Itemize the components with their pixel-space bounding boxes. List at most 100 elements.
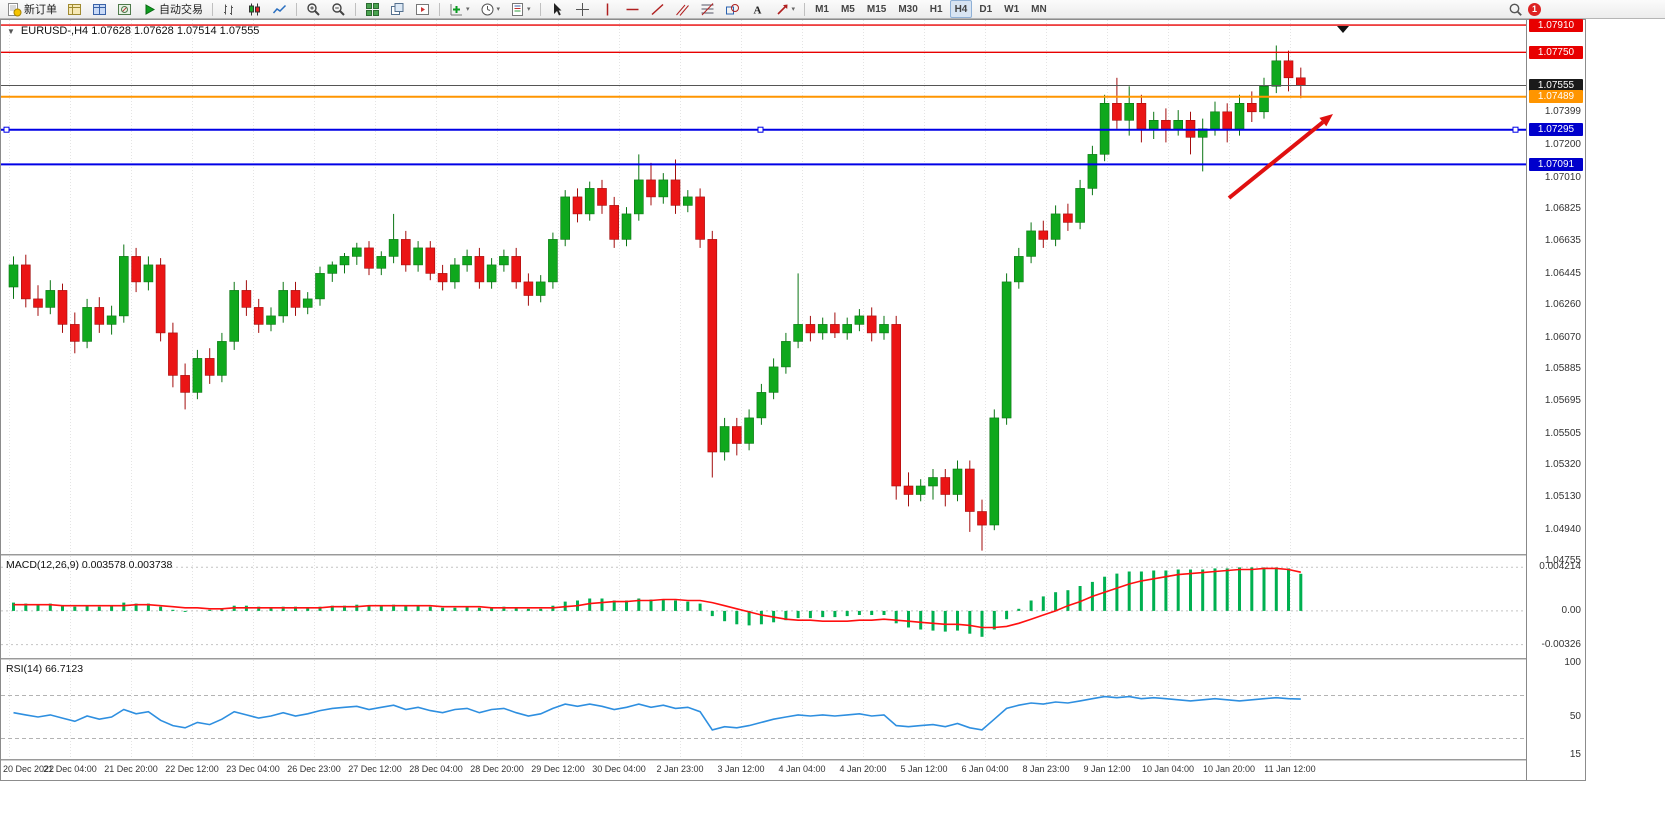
- data-window-icon: [92, 2, 107, 17]
- price-scale-label: 1.06635: [1544, 235, 1581, 247]
- timeframe-d1-button[interactable]: D1: [974, 0, 997, 18]
- price-scale-label: 1.05505: [1544, 427, 1581, 439]
- trend-arrow-annotation[interactable]: [1227, 114, 1333, 200]
- timeframe-d1-button-label: D1: [979, 3, 993, 15]
- search-icon[interactable]: [1508, 2, 1523, 17]
- price-scale-label: 1.07200: [1544, 139, 1581, 151]
- price-scale-label: 1.05885: [1544, 362, 1581, 374]
- shapes-button[interactable]: [721, 0, 744, 18]
- x-axis-label: 10 Jan 20:00: [1202, 764, 1256, 774]
- timeframe-w1-button[interactable]: W1: [999, 0, 1024, 18]
- fibonacci-button[interactable]: [696, 0, 719, 18]
- price-scale-label: 1.05130: [1544, 491, 1581, 503]
- dropdown-caret-icon: ▾: [496, 6, 501, 13]
- timeframe-mn-button[interactable]: MN: [1026, 0, 1052, 18]
- zoom-in-button[interactable]: [302, 0, 325, 18]
- x-axis-label: 26 Dec 23:00: [287, 764, 341, 774]
- x-axis-label: 2 Jan 23:00: [656, 764, 704, 774]
- templates-icon: [510, 2, 525, 17]
- arrows-button[interactable]: ▾: [771, 0, 800, 18]
- rsi-scale-label: 100: [1564, 657, 1581, 669]
- indicators-button[interactable]: ▾: [445, 0, 474, 18]
- periods-icon: [480, 2, 495, 17]
- selection-handle[interactable]: [1512, 126, 1519, 133]
- chart-title-text: EURUSD-,H4 1.07628 1.07628 1.07514 1.075…: [20, 25, 260, 37]
- panel-separator[interactable]: [1, 554, 1585, 556]
- bar-chart-button[interactable]: [218, 0, 241, 18]
- zoom-in-icon: [306, 2, 321, 17]
- rsi-scale-label: 50: [1569, 711, 1581, 723]
- selection-handle[interactable]: [3, 126, 10, 133]
- x-axis-label: 20 Dec 2022: [3, 764, 55, 774]
- autotrading-button[interactable]: 自动交易: [138, 0, 207, 18]
- rsi-scale-label: 15: [1569, 748, 1581, 760]
- toolbar-separator: [296, 2, 297, 16]
- data-window-button[interactable]: [88, 0, 111, 18]
- x-axis-label: 4 Jan 04:00: [778, 764, 826, 774]
- price-scale-label: 1.07750: [1529, 45, 1583, 59]
- tile-windows-icon: [365, 2, 380, 17]
- macd-scale-label: 0.00: [1561, 604, 1581, 616]
- autotrading-icon: [142, 2, 157, 17]
- timeframe-h1-button[interactable]: H1: [925, 0, 948, 18]
- horizontal-line-button[interactable]: [621, 0, 644, 18]
- timeframe-h4-button[interactable]: H4: [949, 0, 973, 18]
- timeframe-m1-button-label: M1: [815, 3, 829, 15]
- crosshair-button[interactable]: [571, 0, 594, 18]
- time-marker-icon[interactable]: [1337, 26, 1349, 33]
- cascade-windows-button[interactable]: [386, 0, 409, 18]
- chart-window: ▼ EURUSD-,H4 1.07628 1.07628 1.07514 1.0…: [0, 18, 1586, 781]
- x-axis-label: 3 Jan 12:00: [717, 764, 765, 774]
- zoom-out-button[interactable]: [327, 0, 350, 18]
- price-scale-label: 1.07010: [1544, 171, 1581, 183]
- candlestick-chart-button[interactable]: [243, 0, 266, 18]
- svg-text:A: A: [753, 4, 761, 16]
- toolbar-separator: [439, 2, 440, 16]
- price-scale[interactable]: 1.07910 1.07750 1.07555 1.07489 1.07399 1.072…: [1526, 18, 1585, 780]
- text-button[interactable]: A: [746, 0, 769, 18]
- price-chart-panel[interactable]: ▼ EURUSD-,H4 1.07628 1.07628 1.07514 1.0…: [1, 20, 1526, 554]
- line-chart-button[interactable]: [268, 0, 291, 18]
- vertical-line-button[interactable]: [596, 0, 619, 18]
- timeframe-m30-button-label: M30: [898, 3, 918, 15]
- timeframe-m5-button[interactable]: M5: [836, 0, 860, 18]
- equidistant-channel-button[interactable]: [671, 0, 694, 18]
- macd-label: MACD(12,26,9) 0.003578 0.003738: [6, 559, 173, 571]
- arrows-icon: [775, 2, 790, 17]
- periods-button[interactable]: ▾: [476, 0, 505, 18]
- toolbar-separator: [539, 2, 541, 16]
- timeframe-m30-button[interactable]: M30: [893, 0, 922, 18]
- cursor-button[interactable]: [546, 0, 569, 18]
- tile-windows-button[interactable]: [361, 0, 384, 18]
- price-scale-label: 1.07399: [1544, 105, 1581, 117]
- x-axis-label: 23 Dec 04:00: [226, 764, 280, 774]
- one-click-trading-toggle-icon[interactable]: ▼: [7, 26, 15, 36]
- rsi-panel[interactable]: RSI(14) 66.7123: [1, 660, 1526, 759]
- cursor-icon: [550, 2, 565, 17]
- x-axis-label: 28 Dec 04:00: [409, 764, 463, 774]
- navigator-button[interactable]: [113, 0, 136, 18]
- new-order-button[interactable]: 新订单: [3, 0, 61, 18]
- price-scale-label: 1.07489: [1529, 90, 1583, 104]
- x-axis-label: 30 Dec 04:00: [592, 764, 646, 774]
- chart-shift-button[interactable]: [411, 0, 434, 18]
- price-scale-label: 1.04755: [1544, 555, 1581, 567]
- x-axis-label: 6 Jan 04:00: [961, 764, 1009, 774]
- notification-badge[interactable]: 1: [1528, 2, 1541, 16]
- time-axis[interactable]: 20 Dec 2022 21 Dec 04:00 21 Dec 20:00 22 De…: [1, 761, 1526, 779]
- timeframe-m1-button[interactable]: M1: [810, 0, 834, 18]
- market-watch-button[interactable]: [63, 0, 86, 18]
- panel-separator[interactable]: [1, 658, 1585, 660]
- trendline-icon: [650, 2, 665, 17]
- timeframe-m15-button[interactable]: M15: [862, 0, 891, 18]
- x-axis-label: 8 Jan 23:00: [1022, 764, 1070, 774]
- trendline-button[interactable]: [646, 0, 669, 18]
- zoom-out-icon: [331, 2, 346, 17]
- price-scale-label: 1.07091: [1529, 157, 1583, 171]
- macd-panel[interactable]: MACD(12,26,9) 0.003578 0.003738: [1, 556, 1526, 658]
- new-order-icon: [7, 2, 22, 17]
- templates-button[interactable]: ▾: [506, 0, 535, 18]
- selection-handle[interactable]: [757, 126, 764, 133]
- price-scale-label: 1.06070: [1544, 331, 1581, 343]
- price-scale-label: 1.05320: [1544, 459, 1581, 471]
